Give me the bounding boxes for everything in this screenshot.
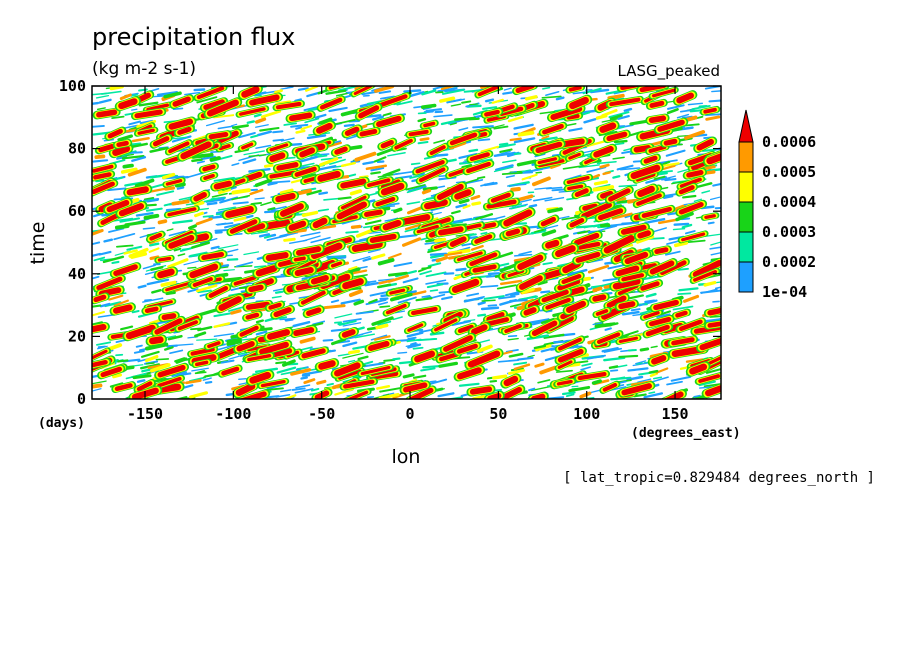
colorbar-label: 0.0005 — [762, 163, 816, 181]
colorbar-swatch — [738, 201, 754, 233]
field-cells — [92, 86, 721, 399]
y-tick-label: 40 — [68, 265, 86, 283]
precipitation-field — [92, 86, 721, 399]
x-tick-label: -50 — [308, 405, 335, 423]
x-tick-label: 150 — [662, 405, 689, 423]
y-axis-label: time — [27, 222, 49, 265]
footnote: [ lat_tropic=0.829484 degrees_north ] — [563, 470, 875, 486]
x-tick-label: 0 — [406, 405, 415, 423]
y-tick-label: 20 — [68, 327, 86, 345]
colorbar-label: 0.0002 — [762, 253, 816, 271]
colorbar-label: 0.0006 — [762, 133, 816, 151]
x-tick-label: 100 — [573, 405, 600, 423]
y-axis-unit: (days) — [38, 416, 85, 431]
colorbar-label: 0.0004 — [762, 193, 816, 211]
y-tick-label: 80 — [68, 140, 86, 158]
colorbar-swatch — [738, 261, 754, 293]
colorbar-label: 0.0003 — [762, 223, 816, 241]
y-axis-ticks: 0 20 40 60 80 100 — [59, 77, 721, 408]
colorbar-extend-arrow — [738, 109, 754, 143]
model-label: LASG_peaked — [618, 62, 720, 81]
chart-units: (kg m-2 s-1) — [92, 59, 196, 79]
plot-frame — [91, 85, 722, 400]
x-axis-unit: (degrees_east) — [631, 426, 741, 441]
y-tick-label: 100 — [59, 77, 86, 95]
x-tick-label: 50 — [489, 405, 507, 423]
chart-title: precipitation flux — [92, 23, 295, 51]
x-tick-label: -150 — [127, 405, 163, 423]
colorbar-swatch — [738, 231, 754, 263]
colorbar-label: 1e-04 — [762, 283, 807, 301]
y-tick-label: 0 — [77, 390, 86, 408]
colorbar: 1e-04 0.0002 0.0003 0.0004 0.0005 0.0006 — [738, 109, 816, 301]
y-tick-label: 60 — [68, 202, 86, 220]
x-tick-label: -100 — [215, 405, 251, 423]
colorbar-swatch — [738, 171, 754, 203]
x-axis-label: lon — [392, 446, 421, 468]
colorbar-swatch — [738, 141, 754, 173]
x-axis-ticks: -150 -100 -50 0 50 100 150 — [127, 86, 689, 423]
